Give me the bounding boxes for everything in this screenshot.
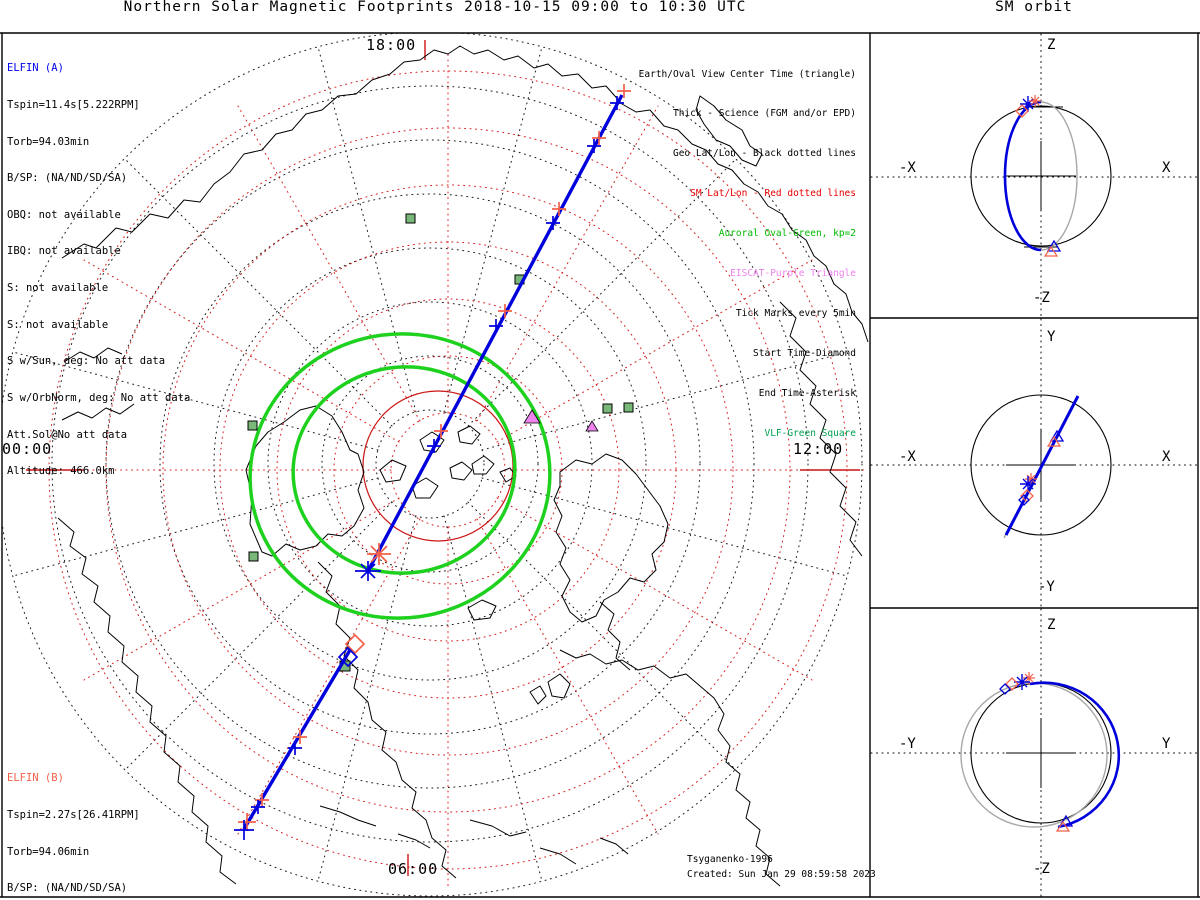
elfin-a-line: OBQ: not available [7,208,121,221]
elfin-a-name: ELFIN (A) [7,62,64,75]
mlt-label-right: 12:00 [793,440,844,458]
orbit-science-arc [1029,681,1121,829]
axis-label-neg-y: -Y [899,736,916,752]
page-title: Northern Solar Magnetic Footprints 2018-… [123,0,747,15]
axis-label-y: Y [1047,329,1056,345]
orbit-start-diamond [1018,494,1030,506]
legend-line: SM Lat/Lon - Red dotted lines [690,188,856,200]
coast-europe [559,649,781,887]
elfin-a-line: S: not available [7,318,109,331]
orbit-end-asterisk [1020,476,1036,492]
model-credit: Tsyganenko-1996 [687,854,773,865]
auroral-oval [248,332,552,620]
orbit-start-diamond [1015,104,1029,118]
footprint-track [234,84,631,840]
elfin-b-line: B/SP: (NA/ND/SD/SA) [7,882,128,895]
mlt-label-left: 00:00 [2,440,53,458]
axis-label-neg-y: -Y [1038,579,1055,595]
legend-line: Tick Marks every 5min [735,307,856,319]
elfin-b-info: ELFIN (B) Tspin=2.27s[26.41RPM] Torb=94.… [7,748,190,900]
legend-line: EISCAT-Purple Triangle [730,268,856,280]
sm-orbit-title: SM orbit [995,0,1073,15]
axis-label-neg-x: -X [899,160,916,176]
coast-peninsula [695,95,763,167]
sm-grid-solid [26,40,860,876]
elfin-a-line: S w/Sun, deg: No att data [7,355,166,368]
created-timestamp: Created: Sun Jan 29 08:59:58 2023 [687,869,876,880]
elfin-a-info: ELFIN (A) Tspin=11.4s[5.222RPM] Torb=94.… [7,38,190,502]
orbit-end-asterisk-b [1023,672,1035,684]
frame [0,32,1200,898]
axis-label-z: Z [1047,617,1056,633]
sm-panel-yz [870,608,1198,897]
vlf-squares [247,213,634,672]
orbit-start-diamond [999,683,1011,695]
elfin-b-line: Torb=94.06min [7,845,90,858]
start-diamond-b [344,633,366,655]
coast-baltic [599,601,631,671]
end-asterisk-b [367,543,391,565]
elfin-b-line: Tspin=2.27s[26.41RPM] [7,809,140,822]
legend-line: Thick - Science (FGM and/or EPD) [672,108,856,120]
coast-na-pacific [57,517,237,885]
coastlines [57,45,869,887]
ticks-elfin-a [234,96,624,840]
axis-label-x: X [1162,449,1171,465]
end-asterisk-a [355,561,381,581]
coast-caribbean [319,805,629,865]
legend-line: Auroral Oval-Green, kp=2 [718,228,856,240]
view-center-triangle-b [1055,820,1071,832]
axis-label-neg-z: -Z [1033,861,1050,877]
map-legend: Earth/Oval View Center Time (triangle) T… [440,41,856,467]
start-diamond-a [337,646,359,668]
coast-alaska [61,347,135,421]
elfin-a-line: Torb=94.03min [7,135,90,148]
mlt-label-bottom: 06:00 [388,860,439,878]
orbit-start-diamond-b [1005,677,1019,691]
mlt-label-top: 18:00 [366,36,417,54]
orbit-science-arc [1003,100,1042,252]
axis-label-x: X [1162,160,1171,176]
elfin-a-line: Att.Sol@No att data [7,428,128,441]
sm-panel-xy [870,318,1198,608]
coast-eurasia-arctic [61,45,869,343]
orbit-end-asterisk [1020,96,1036,112]
axis-label-y: Y [1162,736,1171,752]
orbit-end-asterisk [1014,674,1030,690]
eiscat-triangles [523,409,599,432]
axis-label-z: Z [1047,37,1056,53]
elfin-b-name: ELFIN (B) [7,772,64,785]
ticks-elfin-b [238,84,631,831]
sm-panel-xz [870,33,1198,318]
axis-label-neg-x: -X [899,449,916,465]
view-center-triangle-b [1046,435,1062,447]
legend-line: Start Time-Diamond [753,347,856,359]
coast-na-atlantic [317,561,457,879]
coast-siberia-inner [779,301,863,557]
elfin-a-line: B/SP: (NA/ND/SD/SA) [7,172,128,185]
elfin-a-line: Altitude: 466.0km [7,465,115,478]
orbit-end-asterisk-b [1025,473,1037,485]
coast-iceland [467,599,497,621]
elfin-a-line: S: not available [7,282,109,295]
legend-line: Earth/Oval View Center Time (triangle) [638,68,856,80]
footprint-line-main [366,94,624,572]
orbit-edge-line [1004,395,1080,536]
elfin-a-line: Tspin=11.4s[5.222RPM] [7,99,140,112]
coast-scandinavia [553,453,669,623]
legend-line: End Time-Asterisk [758,387,856,399]
legend-line: Geo Lat/Lon - Black dotted lines [672,148,856,160]
view-center-triangle-b [1043,245,1059,257]
elfin-a-line: S w/OrbNorm, deg: No att data [7,391,191,404]
legend-line: VLF-Green Square [764,427,856,439]
elfin-a-line: IBQ: not available [7,245,121,258]
coast-uk [529,673,571,705]
orbit-end-asterisk-b [1029,95,1041,107]
axis-label-neg-z: -Z [1033,290,1050,306]
